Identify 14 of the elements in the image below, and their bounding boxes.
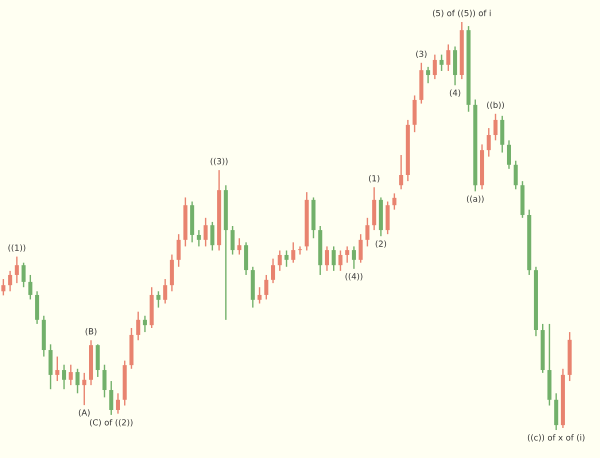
annotation: ((c)) of x of (i) [528, 434, 584, 442]
annotation: (3) [416, 50, 427, 58]
annotation: ((3)) [210, 158, 228, 166]
annotation: ((4)) [345, 273, 362, 280]
annotation: (C) of ((2)) [90, 419, 132, 426]
annotation: (B) [86, 328, 96, 336]
annotation: (2) [376, 240, 386, 248]
annotation: ((a)) [466, 195, 484, 203]
annotation: (1) [368, 175, 380, 182]
annotation: ((b)) [487, 102, 504, 109]
annotation: (A) [78, 409, 90, 417]
annotation: ((1)) [8, 244, 26, 252]
annotation: (4) [450, 89, 460, 97]
annotation: (5) of ((5)) of i [432, 10, 491, 18]
